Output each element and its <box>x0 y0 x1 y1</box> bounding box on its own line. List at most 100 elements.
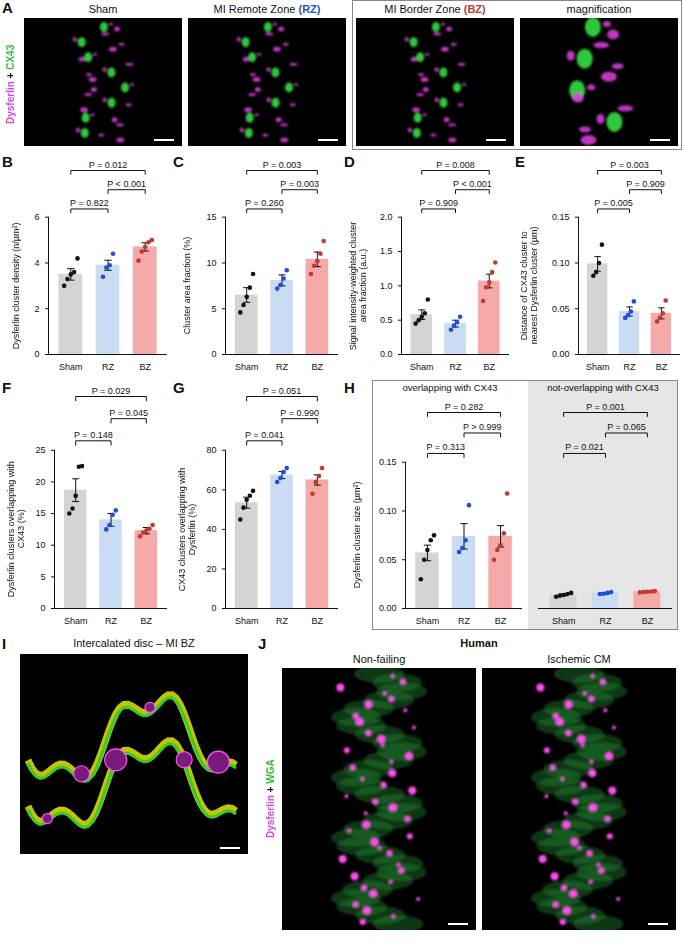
svg-text:25: 25 <box>35 445 45 455</box>
svg-text:10: 10 <box>206 258 216 268</box>
svg-text:0.00: 0.00 <box>379 603 397 613</box>
svg-text:2.0: 2.0 <box>380 212 393 222</box>
svg-text:RZ: RZ <box>276 616 288 626</box>
html-text:Non-failing: Non-failing <box>352 653 406 665</box>
svg-text:P > 0.999: P > 0.999 <box>463 422 502 432</box>
svg-text:Sham: Sham <box>586 362 610 372</box>
svg-text:BZ: BZ <box>312 616 324 626</box>
svg-text:BZ: BZ <box>312 362 324 372</box>
svg-text:P = 0.029: P = 0.029 <box>92 386 131 396</box>
svg-text:RZ: RZ <box>624 362 636 372</box>
svg-text:P = 0.260: P = 0.260 <box>245 198 284 208</box>
svg-text:0: 0 <box>34 349 39 359</box>
svg-text:4: 4 <box>34 258 39 268</box>
svg-text:P < 0.001: P < 0.001 <box>453 179 492 189</box>
svg-text:Sham: Sham <box>235 616 259 626</box>
svg-text:5: 5 <box>211 304 216 314</box>
svg-text:Sham: Sham <box>552 616 576 626</box>
svg-text:0: 0 <box>40 603 45 613</box>
svg-text:P = 0.822: P = 0.822 <box>70 198 109 208</box>
html-text:MI Remote Zone (RZ): MI Remote Zone (RZ) <box>213 3 321 15</box>
svg-text:P = 0.003: P = 0.003 <box>280 179 319 189</box>
svg-text:2: 2 <box>34 304 39 314</box>
svg-text:1.5: 1.5 <box>380 246 393 256</box>
html-text:A: A <box>2 0 13 16</box>
svg-text:Sham: Sham <box>416 616 440 626</box>
svg-text:RZ: RZ <box>458 616 470 626</box>
svg-text:0.05: 0.05 <box>552 304 570 314</box>
svg-text:20: 20 <box>206 564 216 574</box>
html-text:G: G <box>173 379 185 396</box>
svg-text:P = 0.003: P = 0.003 <box>610 160 649 170</box>
svg-text:P = 0.909: P = 0.909 <box>419 198 458 208</box>
svg-text:Sham: Sham <box>64 616 88 626</box>
svg-text:RZ: RZ <box>102 362 114 372</box>
svg-text:P = 0.021: P = 0.021 <box>565 442 604 452</box>
html-text:magnification: magnification <box>566 3 632 15</box>
svg-text:BZ: BZ <box>495 616 507 626</box>
svg-text:BZ: BZ <box>656 362 668 372</box>
svg-text:P = 0.065: P = 0.065 <box>607 422 646 432</box>
svg-text:0.00: 0.00 <box>552 349 570 359</box>
html-text:Human: Human <box>460 637 498 649</box>
svg-text:RZ: RZ <box>450 362 462 372</box>
html-text:MI Border Zone (BZ): MI Border Zone (BZ) <box>384 3 486 15</box>
svg-text:P = 0.012: P = 0.012 <box>89 160 128 170</box>
svg-text:40: 40 <box>206 524 216 534</box>
svg-text:60: 60 <box>206 485 216 495</box>
svg-text:P = 0.051: P = 0.051 <box>263 386 302 396</box>
html-text:B: B <box>2 153 13 170</box>
html-text:Distance of CX43 cluster to ne: Distance of CX43 cluster to nearest Dysf… <box>519 226 539 345</box>
svg-text:P = 0.005: P = 0.005 <box>594 198 633 208</box>
svg-text:0.10: 0.10 <box>379 506 397 516</box>
html-text:C: C <box>173 153 184 170</box>
svg-text:0: 0 <box>211 603 216 613</box>
svg-text:RZ: RZ <box>105 616 117 626</box>
svg-text:10: 10 <box>35 540 45 550</box>
html-text:Intercalated disc – MI BZ: Intercalated disc – MI BZ <box>73 637 195 649</box>
svg-text:BZ: BZ <box>139 362 151 372</box>
svg-text:15: 15 <box>206 212 216 222</box>
svg-text:BZ: BZ <box>483 362 495 372</box>
html-text:H: H <box>344 379 355 396</box>
svg-text:P = 0.313: P = 0.313 <box>426 442 465 452</box>
svg-text:0: 0 <box>211 349 216 359</box>
html-text:D: D <box>344 153 355 170</box>
svg-text:Sham: Sham <box>59 362 83 372</box>
svg-text:0.5: 0.5 <box>380 315 393 325</box>
svg-text:Sham: Sham <box>410 362 434 372</box>
svg-text:P = 0.148: P = 0.148 <box>74 430 113 440</box>
html-text:Sham: Sham <box>88 3 118 15</box>
svg-text:P = 0.001: P = 0.001 <box>586 402 625 412</box>
svg-text:BZ: BZ <box>642 616 654 626</box>
svg-text:6: 6 <box>34 212 39 222</box>
html-text:CX43 clusters overlapping with: CX43 clusters overlapping with Dysferlin… <box>177 467 197 591</box>
svg-text:15: 15 <box>35 508 45 518</box>
svg-text:0.15: 0.15 <box>379 457 397 467</box>
svg-text:RZ: RZ <box>600 616 612 626</box>
svg-text:0.10: 0.10 <box>552 258 570 268</box>
svg-text:Sham: Sham <box>235 362 259 372</box>
svg-text:0.0: 0.0 <box>380 349 393 359</box>
svg-text:20: 20 <box>35 477 45 487</box>
svg-text:P = 0.282: P = 0.282 <box>445 402 484 412</box>
svg-text:0.15: 0.15 <box>552 212 570 222</box>
svg-text:80: 80 <box>206 445 216 455</box>
svg-text:P < 0.001: P < 0.001 <box>107 179 146 189</box>
svg-text:5: 5 <box>40 572 45 582</box>
svg-text:RZ: RZ <box>276 362 288 372</box>
svg-text:P = 0.003: P = 0.003 <box>263 160 302 170</box>
html-text:CX43: CX43 <box>5 44 16 70</box>
html-text:Signal intensity-weighted clus: Signal intensity-weighted cluster area f… <box>348 221 368 350</box>
svg-text:P = 0.008: P = 0.008 <box>436 160 475 170</box>
svg-text:P = 0.045: P = 0.045 <box>109 408 148 418</box>
svg-text:BZ: BZ <box>141 616 153 626</box>
html-text:Dysferlin clusters overlapping: Dysferlin clusters overlapping with CX43… <box>6 460 26 597</box>
svg-text:1.0: 1.0 <box>380 281 393 291</box>
svg-text:P = 0.041: P = 0.041 <box>245 430 284 440</box>
svg-text:P = 0.990: P = 0.990 <box>280 408 319 418</box>
svg-text:0.05: 0.05 <box>379 555 397 565</box>
html-text:Dysferlin: Dysferlin <box>5 80 16 124</box>
svg-text:P = 0.909: P = 0.909 <box>626 179 665 189</box>
html-text:Ischemic CM: Ischemic CM <box>547 653 611 665</box>
